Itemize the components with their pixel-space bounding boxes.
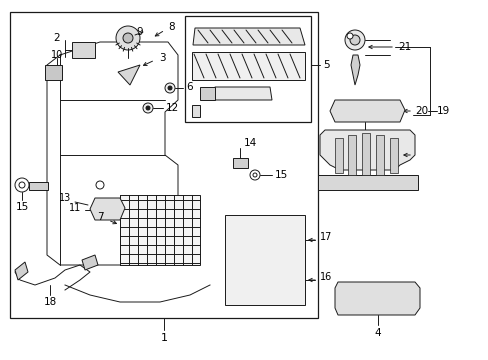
Circle shape xyxy=(116,26,140,50)
Polygon shape xyxy=(334,138,342,173)
Polygon shape xyxy=(29,182,48,190)
Circle shape xyxy=(240,275,249,285)
Circle shape xyxy=(345,30,364,50)
Circle shape xyxy=(123,33,133,43)
Text: 17: 17 xyxy=(319,232,331,242)
Polygon shape xyxy=(192,105,200,117)
Text: 9: 9 xyxy=(137,27,143,37)
Circle shape xyxy=(142,103,153,113)
Polygon shape xyxy=(224,215,305,305)
Text: 15: 15 xyxy=(15,202,29,212)
Polygon shape xyxy=(334,282,419,315)
Text: 8: 8 xyxy=(168,22,175,32)
Polygon shape xyxy=(15,262,28,280)
Text: 11: 11 xyxy=(69,203,81,213)
Circle shape xyxy=(274,233,285,243)
Polygon shape xyxy=(118,65,140,85)
Text: 20: 20 xyxy=(415,106,427,116)
Text: 15: 15 xyxy=(274,170,287,180)
Polygon shape xyxy=(350,55,359,85)
Bar xyxy=(339,285,411,312)
Polygon shape xyxy=(45,65,62,80)
Text: 18: 18 xyxy=(43,297,57,307)
Text: 16: 16 xyxy=(319,272,331,282)
Polygon shape xyxy=(329,100,404,122)
Polygon shape xyxy=(200,87,215,100)
Circle shape xyxy=(249,170,260,180)
Circle shape xyxy=(146,106,150,110)
Text: 3: 3 xyxy=(159,53,165,63)
Text: 21: 21 xyxy=(398,42,411,52)
Polygon shape xyxy=(361,133,369,175)
Polygon shape xyxy=(72,42,95,58)
Circle shape xyxy=(240,233,249,243)
Polygon shape xyxy=(232,158,247,168)
Text: 7: 7 xyxy=(97,212,103,222)
Text: 2: 2 xyxy=(54,33,60,43)
Text: 4: 4 xyxy=(374,328,381,338)
Bar xyxy=(184,16,310,122)
Text: 13: 13 xyxy=(59,193,71,203)
Circle shape xyxy=(168,86,172,90)
Bar xyxy=(231,225,297,260)
Circle shape xyxy=(346,33,352,39)
Polygon shape xyxy=(319,130,414,170)
Text: 12: 12 xyxy=(165,103,178,113)
Bar xyxy=(231,265,297,302)
Text: 19: 19 xyxy=(435,106,448,116)
Circle shape xyxy=(15,178,29,192)
Bar xyxy=(10,12,317,318)
Text: 5: 5 xyxy=(323,60,329,70)
Polygon shape xyxy=(347,135,355,175)
Circle shape xyxy=(274,275,285,285)
Circle shape xyxy=(164,83,175,93)
Polygon shape xyxy=(375,135,383,175)
Polygon shape xyxy=(193,28,305,45)
Text: 6: 6 xyxy=(186,82,193,92)
Polygon shape xyxy=(317,175,417,190)
Polygon shape xyxy=(389,138,397,173)
Text: 14: 14 xyxy=(243,138,256,148)
Text: 1: 1 xyxy=(160,333,167,343)
Polygon shape xyxy=(90,198,125,220)
Text: 10: 10 xyxy=(51,50,63,60)
Circle shape xyxy=(349,35,359,45)
Polygon shape xyxy=(213,87,271,100)
Polygon shape xyxy=(192,52,305,80)
Polygon shape xyxy=(82,255,98,270)
Bar xyxy=(120,195,200,265)
